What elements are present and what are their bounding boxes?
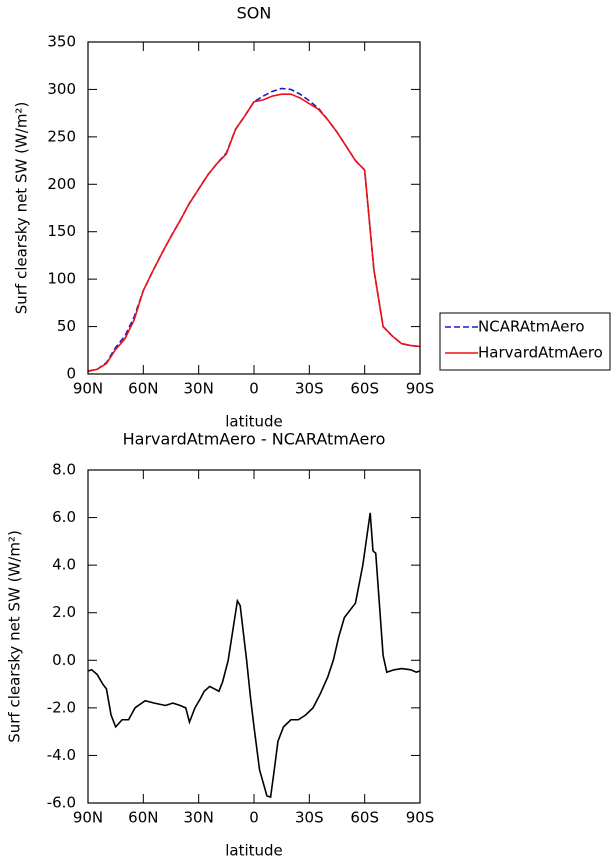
y-tick-label: 150 (47, 222, 76, 240)
x-tick-label: 0 (249, 380, 259, 398)
legend-label: NCARAtmAero (478, 318, 585, 336)
y-tick-label: 0 (66, 365, 76, 383)
x-tick-label: 90S (406, 380, 435, 398)
x-tick-label: 60N (128, 380, 158, 398)
plot-frame (87, 41, 421, 375)
y-tick-label: 4.0 (52, 556, 76, 574)
plot-frame (87, 469, 421, 804)
y-tick-label: 100 (47, 270, 76, 288)
legend-box (439, 312, 611, 371)
y-tick-label: 6.0 (52, 508, 76, 526)
chart-title: SON (237, 4, 272, 23)
y-tick-label: 350 (47, 33, 76, 51)
legend-label: HarvardAtmAero (478, 344, 603, 362)
series-line (87, 512, 421, 799)
x-axis-label: latitude (225, 842, 283, 860)
x-tick-label: 30N (184, 809, 214, 827)
y-tick-label: 8.0 (52, 461, 76, 479)
y-tick-label: -2.0 (47, 698, 76, 716)
y-tick-label: -4.0 (47, 746, 76, 764)
x-tick-label: 90N (73, 809, 103, 827)
x-tick-label: 90S (406, 809, 435, 827)
x-tick-label: 30S (295, 380, 324, 398)
y-axis-label: Surf clearsky net SW (W/m²) (13, 102, 31, 315)
x-axis-label: latitude (225, 413, 283, 431)
y-tick-label: 300 (47, 80, 76, 98)
y-tick-label: -6.0 (47, 794, 76, 812)
x-tick-label: 60S (350, 380, 379, 398)
y-tick-label: 200 (47, 175, 76, 193)
y-tick-label: 2.0 (52, 603, 76, 621)
y-tick-label: 250 (47, 127, 76, 145)
x-tick-label: 60N (128, 809, 158, 827)
series-line (87, 93, 421, 372)
chart-title: HarvardAtmAero - NCARAtmAero (123, 430, 386, 449)
x-tick-label: 30N (184, 380, 214, 398)
y-axis-label: Surf clearsky net SW (W/m²) (6, 530, 24, 743)
x-tick-label: 0 (249, 809, 259, 827)
x-tick-label: 30S (295, 809, 324, 827)
x-tick-label: 90N (73, 380, 103, 398)
y-tick-label: 0.0 (52, 651, 76, 669)
y-tick-label: 50 (57, 317, 76, 335)
x-tick-label: 60S (350, 809, 379, 827)
